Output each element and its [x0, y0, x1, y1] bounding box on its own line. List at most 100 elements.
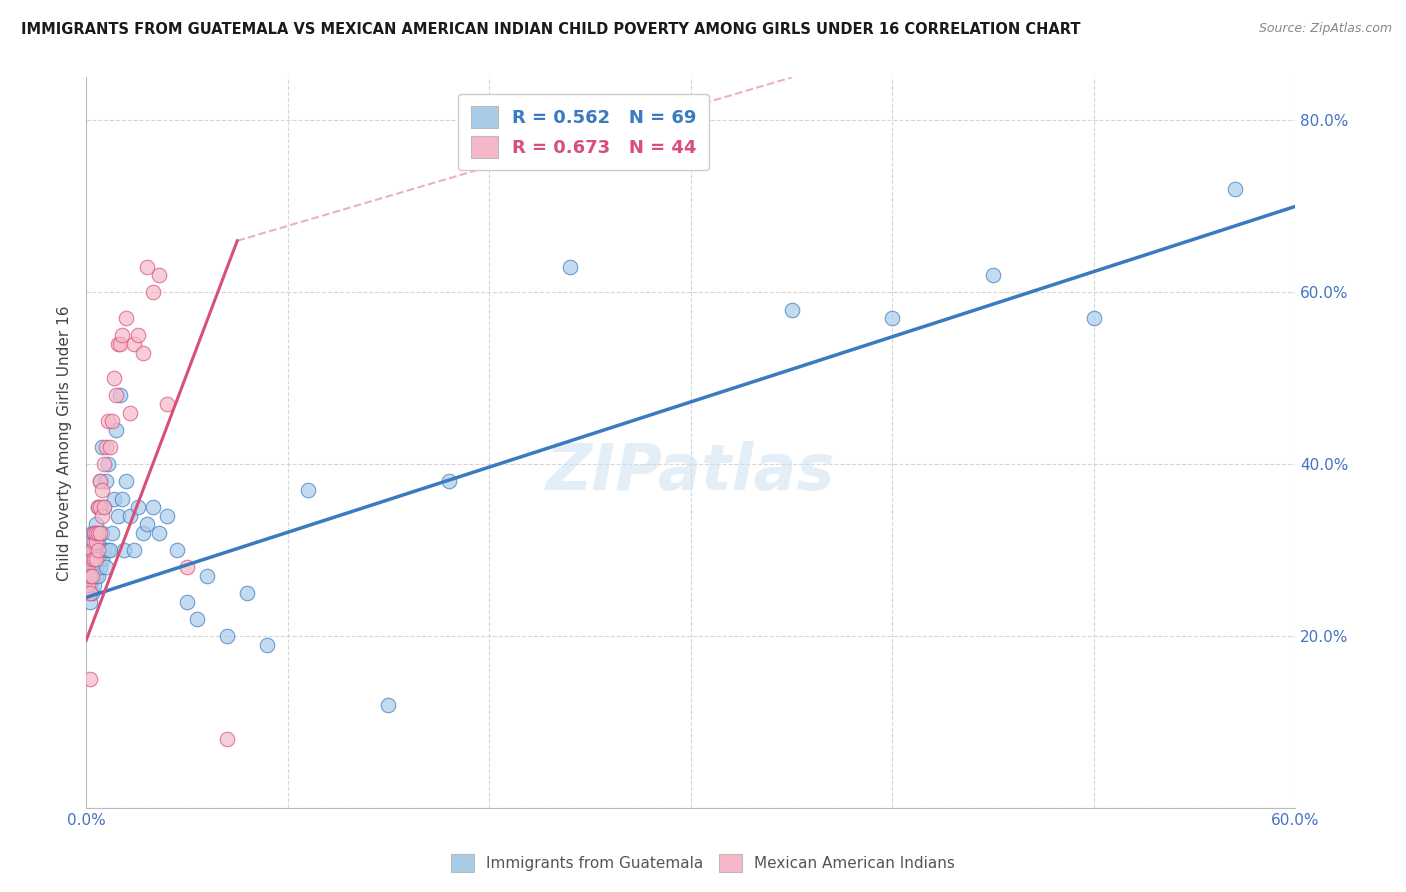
- Point: [981, 268, 1004, 282]
- Point: [84, 534, 107, 549]
- Point: [107, 337, 129, 351]
- Point: [82, 543, 104, 558]
- Point: [780, 302, 803, 317]
- Point: [131, 345, 153, 359]
- Point: [84, 526, 107, 541]
- Point: [135, 260, 157, 274]
- Point: [89, 475, 111, 489]
- Point: [297, 483, 319, 497]
- Point: [82, 560, 104, 574]
- Point: [91, 551, 114, 566]
- Point: [156, 397, 179, 411]
- Point: [82, 569, 104, 583]
- Text: Source: ZipAtlas.com: Source: ZipAtlas.com: [1258, 22, 1392, 36]
- Point: [87, 500, 110, 515]
- Point: [105, 423, 128, 437]
- Point: [84, 543, 107, 558]
- Point: [103, 491, 125, 506]
- Point: [89, 475, 111, 489]
- Point: [79, 595, 101, 609]
- Point: [77, 569, 100, 583]
- Point: [79, 672, 101, 686]
- Point: [87, 551, 110, 566]
- Point: [148, 526, 170, 541]
- Point: [93, 457, 115, 471]
- Point: [120, 406, 142, 420]
- Point: [120, 508, 142, 523]
- Point: [87, 569, 110, 583]
- Point: [83, 560, 105, 574]
- Point: [83, 534, 105, 549]
- Point: [112, 543, 135, 558]
- Point: [105, 388, 128, 402]
- Point: [96, 440, 118, 454]
- Point: [82, 551, 104, 566]
- Legend: Immigrants from Guatemala, Mexican American Indians: Immigrants from Guatemala, Mexican Ameri…: [443, 846, 963, 880]
- Point: [82, 526, 104, 541]
- Point: [217, 629, 239, 643]
- Point: [437, 475, 460, 489]
- Point: [83, 551, 105, 566]
- Point: [256, 638, 278, 652]
- Point: [84, 517, 107, 532]
- Point: [101, 526, 124, 541]
- Point: [91, 526, 114, 541]
- Point: [91, 508, 114, 523]
- Point: [377, 698, 399, 712]
- Point: [131, 526, 153, 541]
- Point: [176, 595, 198, 609]
- Point: [156, 508, 179, 523]
- Point: [103, 371, 125, 385]
- Point: [87, 543, 110, 558]
- Point: [83, 526, 105, 541]
- Point: [93, 543, 115, 558]
- Point: [135, 517, 157, 532]
- Point: [79, 569, 101, 583]
- Point: [236, 586, 259, 600]
- Point: [142, 500, 165, 515]
- Point: [82, 543, 104, 558]
- Point: [91, 483, 114, 497]
- Point: [89, 560, 111, 574]
- Point: [82, 569, 104, 583]
- Point: [124, 543, 146, 558]
- Point: [77, 577, 100, 591]
- Point: [87, 526, 110, 541]
- Point: [176, 560, 198, 574]
- Point: [77, 586, 100, 600]
- Point: [1083, 311, 1105, 326]
- Point: [110, 388, 132, 402]
- Point: [77, 560, 100, 574]
- Point: [83, 543, 105, 558]
- Point: [83, 577, 105, 591]
- Point: [96, 475, 118, 489]
- Point: [87, 534, 110, 549]
- Point: [93, 500, 115, 515]
- Point: [79, 586, 101, 600]
- Point: [107, 508, 129, 523]
- Point: [115, 311, 138, 326]
- Point: [97, 457, 120, 471]
- Point: [98, 543, 121, 558]
- Legend: R = 0.562   N = 69, R = 0.673   N = 44: R = 0.562 N = 69, R = 0.673 N = 44: [458, 94, 709, 170]
- Point: [97, 543, 120, 558]
- Text: IMMIGRANTS FROM GUATEMALA VS MEXICAN AMERICAN INDIAN CHILD POVERTY AMONG GIRLS U: IMMIGRANTS FROM GUATEMALA VS MEXICAN AME…: [21, 22, 1081, 37]
- Point: [111, 328, 134, 343]
- Point: [166, 543, 188, 558]
- Point: [110, 337, 132, 351]
- Point: [558, 260, 581, 274]
- Point: [77, 577, 100, 591]
- Point: [84, 560, 107, 574]
- Point: [89, 500, 111, 515]
- Point: [83, 526, 105, 541]
- Point: [148, 268, 170, 282]
- Point: [79, 560, 101, 574]
- Point: [96, 560, 118, 574]
- Point: [87, 500, 110, 515]
- Point: [115, 475, 138, 489]
- Point: [89, 543, 111, 558]
- Point: [111, 491, 134, 506]
- Point: [101, 414, 124, 428]
- Point: [1223, 182, 1246, 196]
- Point: [124, 337, 146, 351]
